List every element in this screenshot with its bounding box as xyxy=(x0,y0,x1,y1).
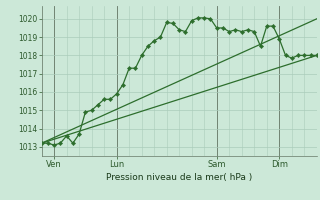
X-axis label: Pression niveau de la mer( hPa ): Pression niveau de la mer( hPa ) xyxy=(106,173,252,182)
